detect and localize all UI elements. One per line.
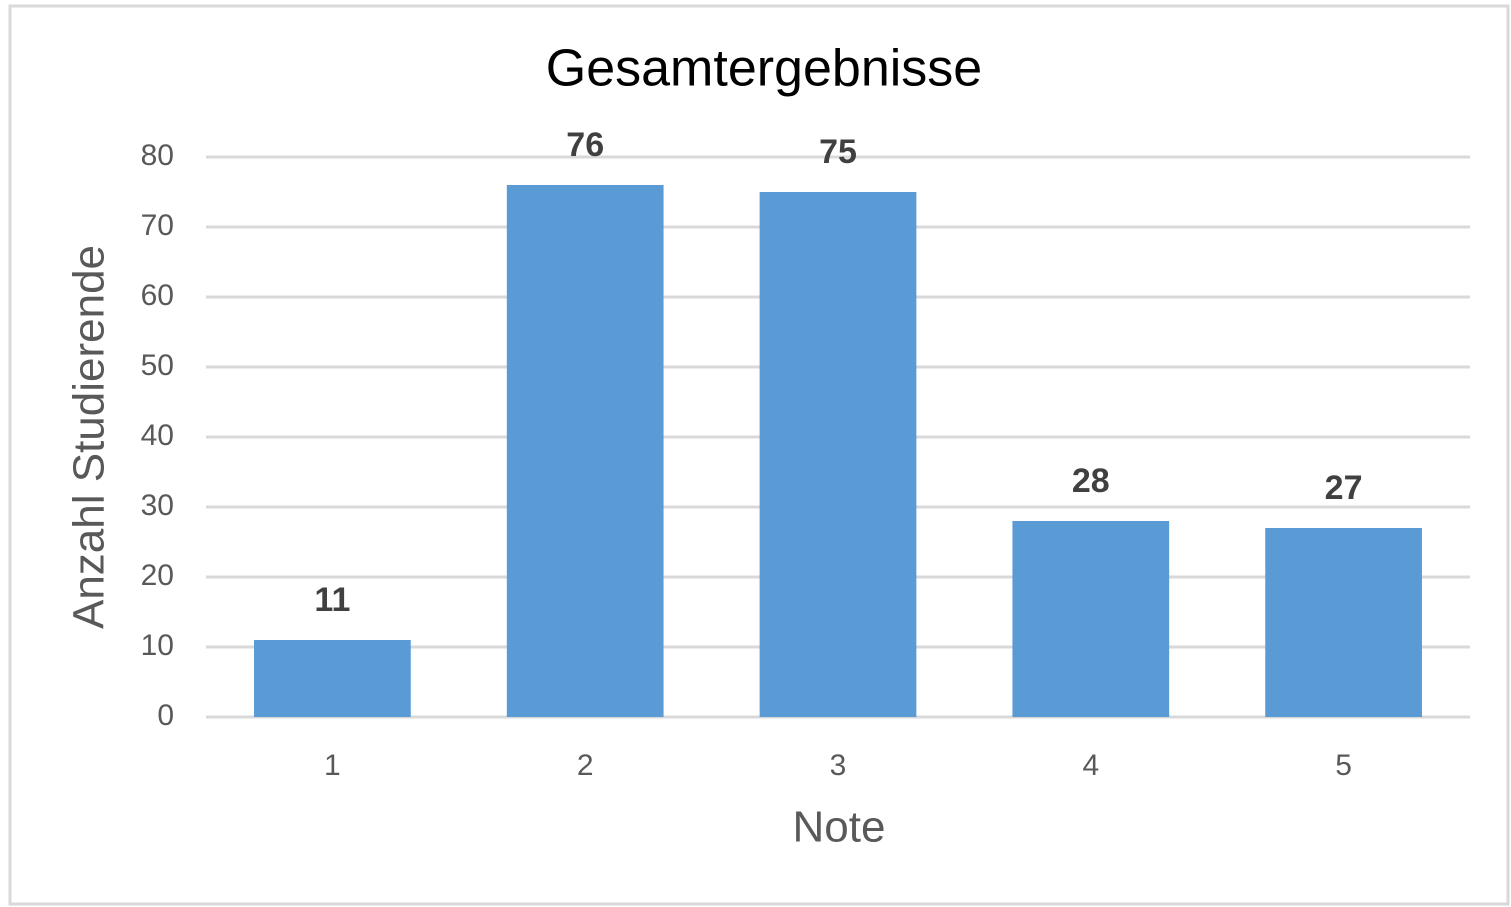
y-tick-label: 70 <box>141 209 174 242</box>
y-tick-label: 0 <box>157 699 174 732</box>
value-label: 76 <box>566 126 604 164</box>
value-label: 27 <box>1325 469 1363 507</box>
bar <box>1012 521 1170 717</box>
x-tick-label: 1 <box>324 749 341 782</box>
y-axis-label: Anzahl Studierende <box>65 245 114 629</box>
value-label: 28 <box>1072 462 1110 500</box>
bar <box>1265 528 1422 717</box>
y-tick-label: 30 <box>141 489 174 522</box>
value-label: 11 <box>314 581 350 619</box>
y-tick-label: 40 <box>141 419 174 452</box>
chart-border <box>8 4 1510 906</box>
x-tick-label: 2 <box>577 749 594 782</box>
y-tick-label: 80 <box>141 139 174 172</box>
y-tick-label: 10 <box>141 629 174 662</box>
bar <box>759 192 917 717</box>
bar <box>254 640 411 717</box>
chart-title: Gesamtergebnisse <box>546 40 982 98</box>
y-tick-label: 20 <box>141 559 174 592</box>
x-tick-label: 3 <box>830 749 847 782</box>
bar <box>506 185 664 717</box>
value-label: 75 <box>819 133 857 171</box>
y-tick-label: 60 <box>141 279 174 312</box>
x-tick-label: 5 <box>1335 749 1352 782</box>
y-tick-label: 50 <box>141 349 174 382</box>
x-tick-label: 4 <box>1082 749 1099 782</box>
x-axis-label: Note <box>793 803 886 852</box>
